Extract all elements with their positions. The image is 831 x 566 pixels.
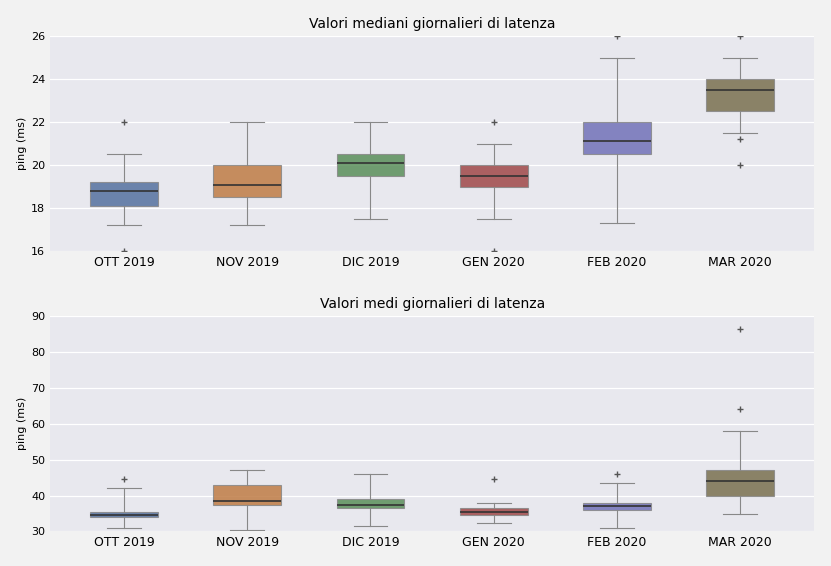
Y-axis label: ping (ms): ping (ms)	[17, 117, 27, 170]
PathPatch shape	[337, 499, 405, 508]
PathPatch shape	[337, 155, 405, 176]
PathPatch shape	[90, 182, 158, 206]
PathPatch shape	[583, 122, 651, 155]
Title: Valori mediani giornalieri di latenza: Valori mediani giornalieri di latenza	[309, 16, 555, 31]
PathPatch shape	[706, 79, 774, 112]
Y-axis label: ping (ms): ping (ms)	[17, 397, 27, 451]
PathPatch shape	[460, 165, 528, 187]
PathPatch shape	[214, 485, 281, 504]
PathPatch shape	[214, 165, 281, 198]
PathPatch shape	[706, 470, 774, 496]
Title: Valori medi giornalieri di latenza: Valori medi giornalieri di latenza	[319, 297, 545, 311]
PathPatch shape	[460, 508, 528, 515]
PathPatch shape	[583, 503, 651, 510]
PathPatch shape	[90, 512, 158, 517]
